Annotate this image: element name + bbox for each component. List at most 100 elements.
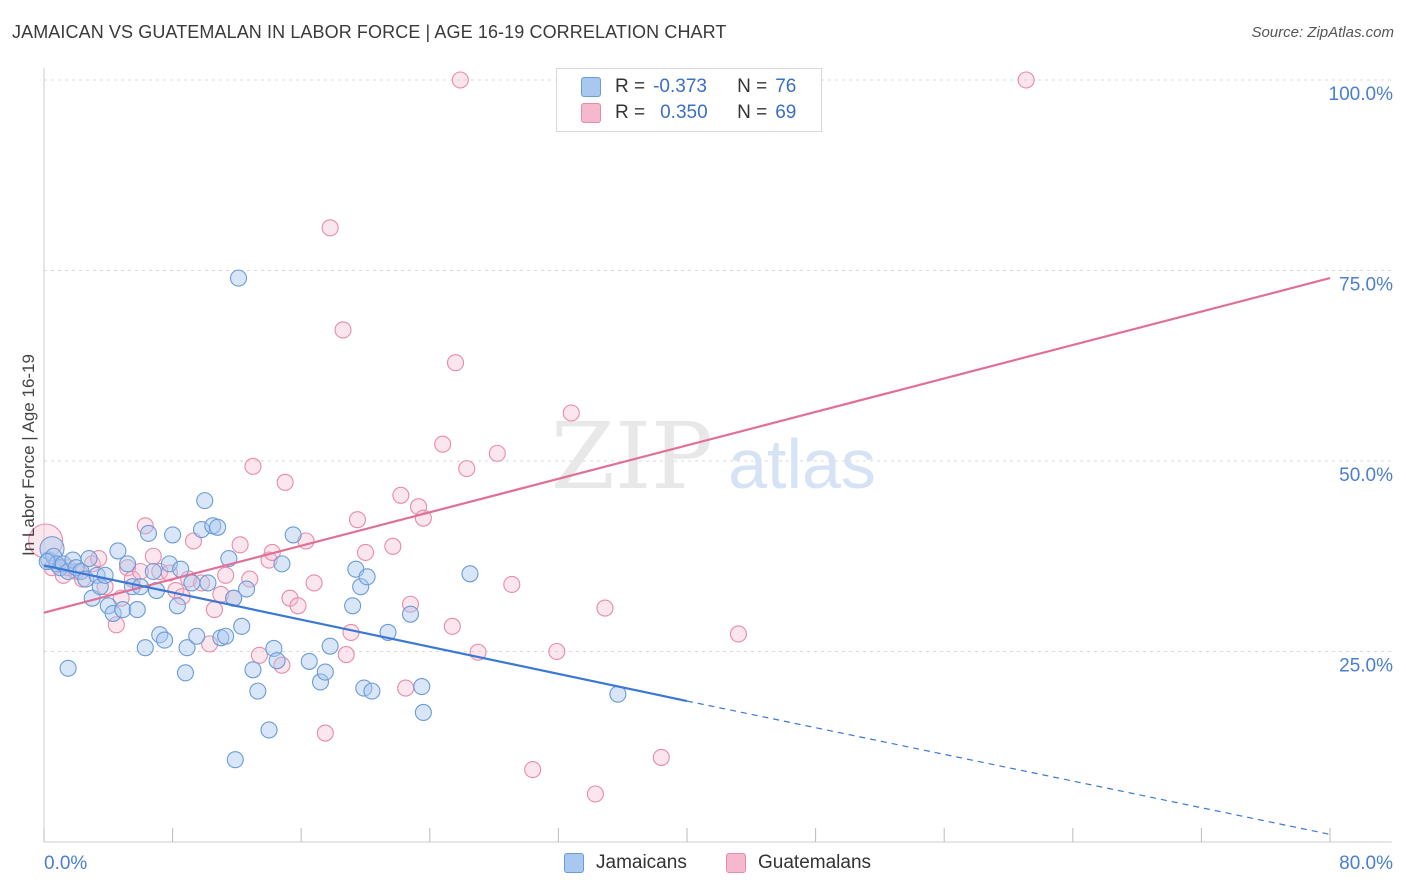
data-point-jamaicans [38, 553, 56, 571]
data-point-jamaicans [249, 682, 267, 700]
data-point-guatemalans [524, 761, 542, 779]
legend-n-label: N = [737, 76, 768, 97]
y-axis-label: In Labor Force | Age 16-19 [19, 354, 38, 556]
bottom-legend-label: Jamaicans [596, 852, 687, 873]
data-point-guatemalans [548, 642, 566, 661]
data-point-jamaicans [139, 524, 158, 542]
data-point-guatemalans [488, 444, 506, 462]
data-point-jamaicans [119, 555, 137, 573]
tick-labels: 25.0% 50.0% 75.0% 100.0% 0.0% 80.0% [44, 84, 1393, 874]
data-point-guatemalans [348, 511, 367, 529]
legend-n-value: 69 [775, 102, 797, 123]
data-point-guatemalans [250, 646, 268, 664]
data-point-jamaicans [461, 565, 479, 583]
chart-title: JAMAICAN VS GUATEMALAN IN LABOR FORCE | … [12, 22, 727, 42]
data-point-guatemalans [384, 537, 402, 555]
data-point-jamaicans [151, 626, 169, 644]
data-point-guatemalans [503, 575, 521, 593]
bottom-legend-label: Guatemalans [758, 852, 872, 873]
data-point-jamaicans [273, 555, 291, 573]
data-point-jamaicans [209, 518, 227, 536]
legend-r-label: R = [615, 76, 646, 97]
data-point-jamaicans [284, 526, 302, 544]
bottom-legend-guatemalans: Guatemalans [726, 852, 871, 874]
data-point-jamaicans [316, 663, 334, 681]
data-point-guatemalans [729, 625, 747, 643]
trend-line-jamaicans [43, 564, 688, 703]
data-point-guatemalans [273, 656, 291, 674]
trend-line-jamaicans-extrapolated [686, 700, 1331, 835]
data-point-jamaicans [196, 492, 214, 510]
data-point-jamaicans [268, 652, 286, 670]
data-point-guatemalans [90, 549, 108, 568]
data-point-guatemalans [434, 435, 452, 453]
data-point-guatemalans [392, 486, 410, 504]
data-point-guatemalans [334, 321, 352, 339]
data-point-jamaicans [237, 580, 256, 598]
data-point-jamaicans [80, 549, 98, 568]
data-point-guatemalans [1017, 71, 1035, 89]
data-point-jamaicans [300, 652, 318, 670]
watermark: ZIP atlas [551, 403, 876, 510]
trend-line-guatemalans [43, 277, 1331, 614]
y-tick-label: 100.0% [1329, 84, 1394, 105]
data-point-guatemalans [244, 457, 262, 475]
legend-r-value: 0.350 [660, 102, 708, 123]
data-point-guatemalans [446, 354, 465, 372]
data-point-jamaicans [168, 597, 186, 615]
legend-swatch-blue [581, 77, 601, 97]
data-point-jamaicans [217, 627, 235, 645]
data-point-jamaicans [156, 631, 174, 649]
data-point-guatemalans [217, 566, 235, 584]
correlation-legend: R = -0.373 N = 76 R = 0.350 N = 69 [556, 68, 822, 132]
data-point-jamaicans [244, 661, 262, 679]
x-tick-label: 80.0% [1339, 853, 1393, 874]
data-point-guatemalans [316, 724, 334, 742]
source-credit: Source: ZipAtlas.com [1251, 24, 1394, 41]
series-jamaicans-points [38, 269, 627, 769]
data-point-guatemalans [443, 617, 461, 635]
legend-n-value: 76 [775, 76, 797, 97]
data-point-guatemalans [276, 473, 294, 491]
data-point-jamaicans [164, 526, 182, 544]
data-point-jamaicans [104, 604, 122, 622]
data-point-guatemalans [231, 536, 249, 554]
data-point-guatemalans [144, 547, 162, 565]
legend-row-jamaicans: R = -0.373 N = 76 [581, 75, 796, 99]
data-point-guatemalans [451, 71, 469, 89]
bottom-legend-swatch-blue [564, 853, 584, 873]
data-point-guatemalans [562, 404, 580, 422]
trend-lines [43, 277, 1331, 835]
data-point-guatemalans [321, 219, 339, 237]
data-point-jamaicans [321, 637, 339, 655]
y-tick-label: 25.0% [1339, 656, 1393, 677]
data-point-jamaicans [226, 751, 244, 769]
legend-swatch-pink [581, 103, 601, 123]
data-point-jamaicans [183, 574, 201, 592]
data-point-jamaicans [109, 542, 127, 560]
data-point-jamaicans [114, 601, 132, 619]
data-point-guatemalans [586, 785, 604, 803]
data-point-guatemalans [305, 574, 323, 592]
data-point-guatemalans [131, 562, 149, 581]
legend-r-label: R = [615, 102, 646, 123]
data-point-jamaicans [401, 605, 420, 623]
watermark-atlas: atlas [728, 425, 876, 503]
data-point-jamaicans [413, 678, 431, 696]
bottom-legend-swatch-pink [726, 853, 746, 873]
data-point-jamaicans [144, 562, 162, 581]
data-point-guatemalans [458, 460, 476, 478]
data-point-jamaicans [358, 568, 376, 586]
data-point-guatemalans [397, 679, 415, 697]
data-point-guatemalans [289, 597, 307, 615]
data-point-guatemalans [205, 601, 223, 619]
data-point-jamaicans [344, 597, 362, 615]
data-point-jamaicans [59, 659, 77, 677]
data-point-guatemalans [356, 543, 375, 561]
data-point-jamaicans [229, 269, 248, 287]
data-point-jamaicans [178, 639, 196, 657]
data-point-jamaicans [199, 574, 217, 592]
watermark-zip: ZIP [551, 403, 713, 510]
legend-row-guatemalans: R = 0.350 N = 69 [581, 101, 796, 125]
